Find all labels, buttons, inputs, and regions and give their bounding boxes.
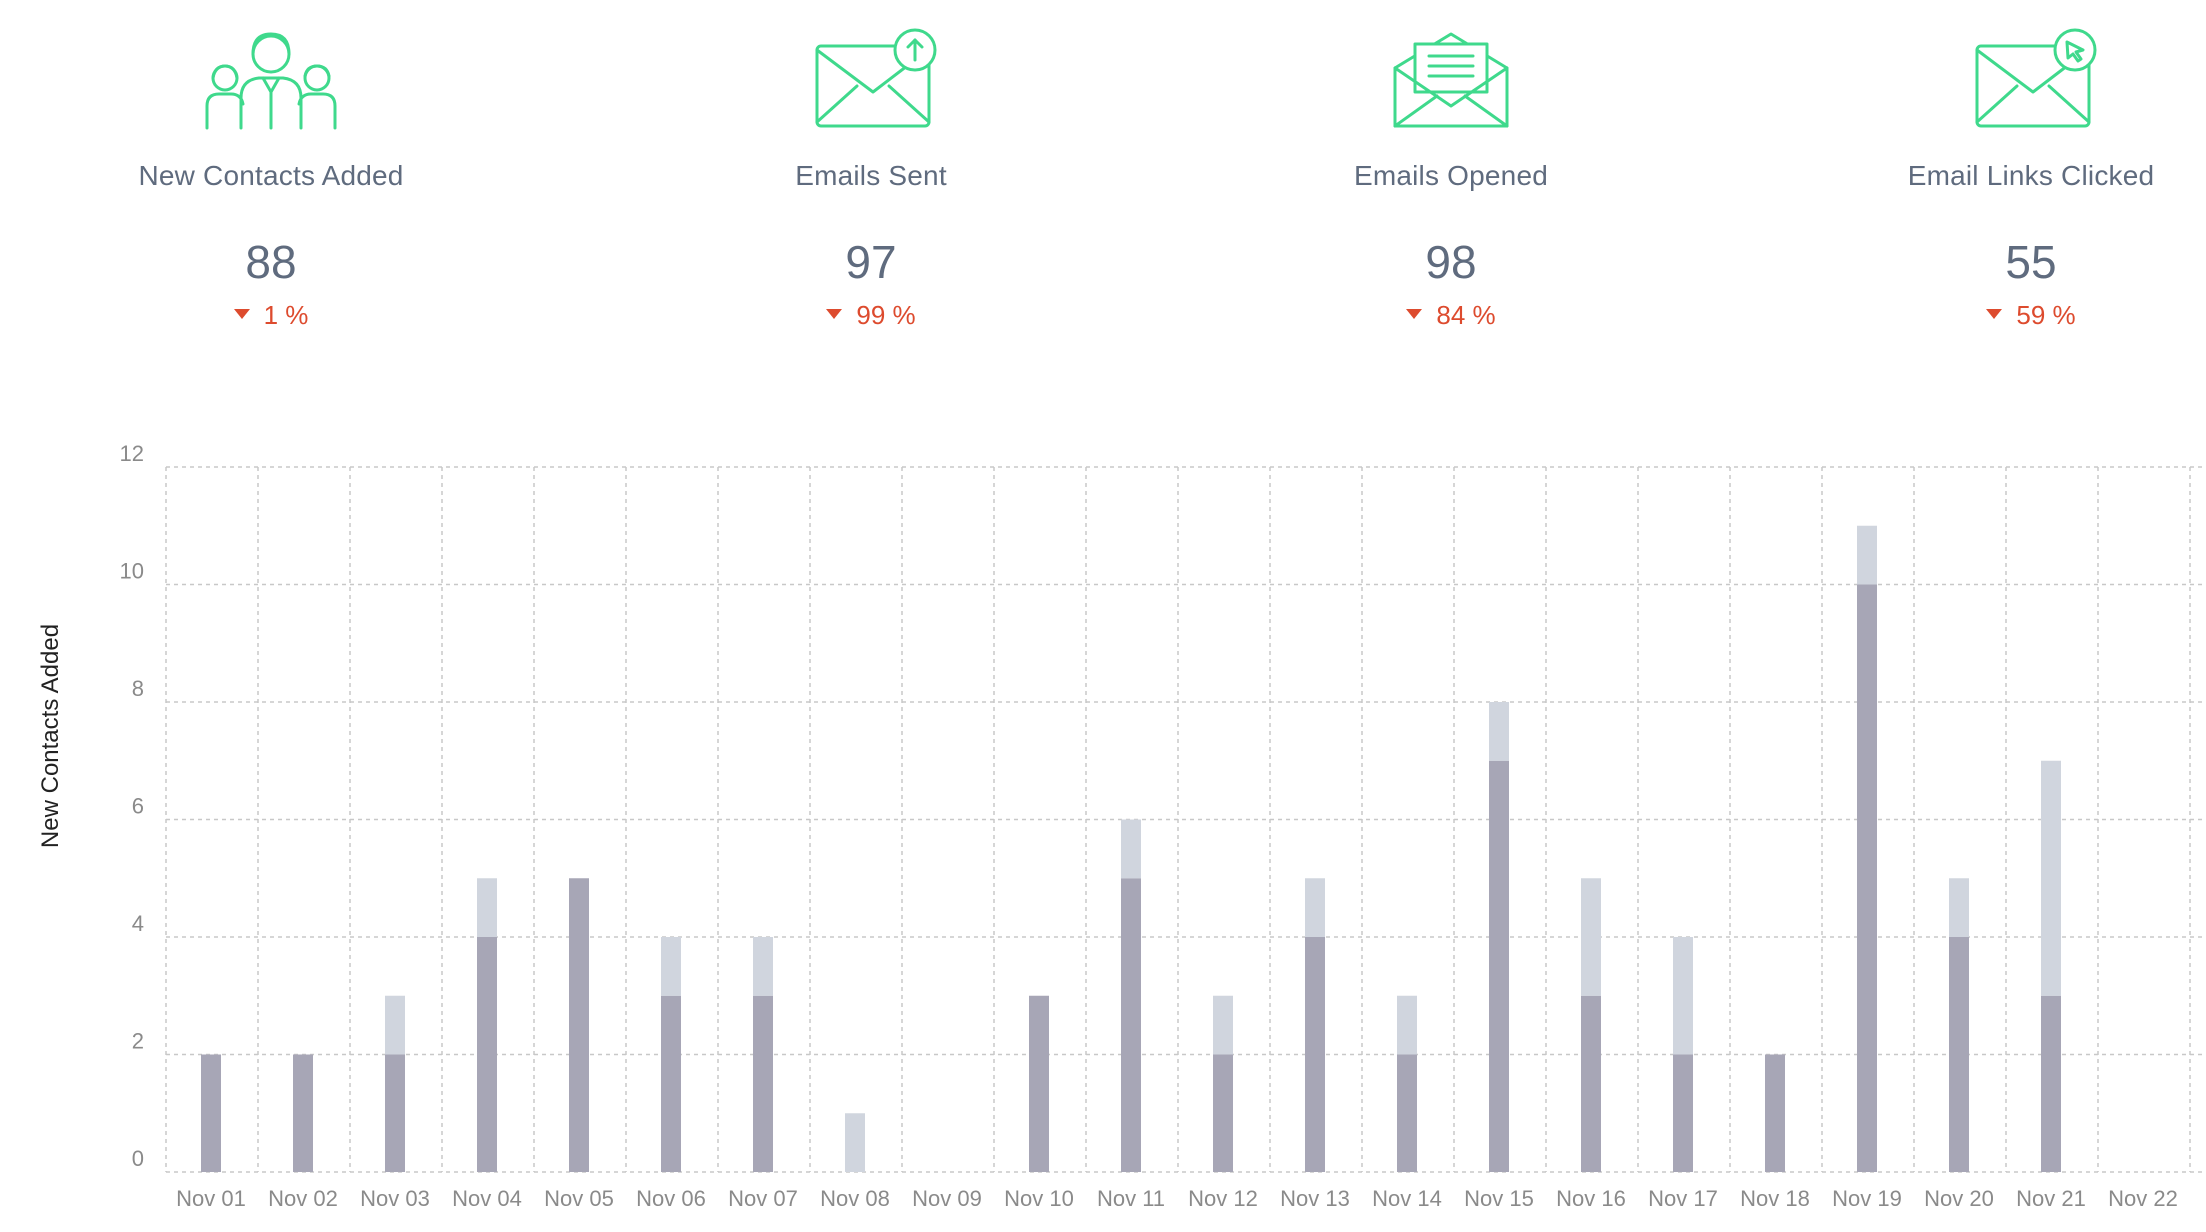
users-group-icon <box>201 26 341 130</box>
bar-segment-1[interactable] <box>1305 937 1325 1172</box>
x-tick-label: Nov 22 <box>2108 1186 2178 1211</box>
x-tick-label: Nov 10 <box>1004 1186 1074 1211</box>
stat-email-links-clicked[interactable]: Email Links Clicked 55 59 % <box>1821 0 2206 360</box>
x-tick-label: Nov 14 <box>1372 1186 1442 1211</box>
bar-segment-2[interactable] <box>1305 878 1325 937</box>
x-tick-label: Nov 12 <box>1188 1186 1258 1211</box>
stat-delta: 1 % <box>61 300 481 331</box>
stat-delta-text: 1 % <box>263 300 309 330</box>
stat-delta-text: 59 % <box>2016 300 2076 330</box>
bar-segment-1[interactable] <box>477 937 497 1172</box>
x-tick-label: Nov 07 <box>728 1186 798 1211</box>
x-tick-label: Nov 17 <box>1648 1186 1718 1211</box>
x-tick-label: Nov 09 <box>912 1186 982 1211</box>
stat-label: Email Links Clicked <box>1907 160 2155 191</box>
x-tick-label: Nov 15 <box>1464 1186 1534 1211</box>
bar-segment-2[interactable] <box>2041 760 2061 996</box>
bar-segment-2[interactable] <box>1857 525 1877 585</box>
stat-value: 55 <box>2005 236 2057 288</box>
bar-segment-1[interactable] <box>1213 1054 1233 1173</box>
down-arrow-icon <box>826 309 843 320</box>
down-arrow-icon <box>233 309 250 320</box>
x-tick-label: Nov 05 <box>544 1186 614 1211</box>
bar-segment-2[interactable] <box>1673 937 1693 1055</box>
x-axis-ticks: Nov 01 Nov 02 Nov 03 Nov 04 Nov 05 Nov 06 Nov … <box>176 1186 2178 1211</box>
bar-segment-1[interactable] <box>293 1054 313 1173</box>
stat-emails-sent[interactable]: Emails Sent 97 99 % <box>661 0 1081 360</box>
bar-segment-2[interactable] <box>1397 995 1417 1055</box>
stat-label: New Contacts Added <box>138 160 404 191</box>
stat-delta-text: 99 % <box>856 300 916 330</box>
y-tick-label: 2 <box>132 1029 144 1054</box>
bar-segment-1[interactable] <box>1673 1054 1693 1173</box>
email-link-clicked-icon <box>1961 26 2101 130</box>
stat-label: Emails Sent <box>795 160 947 191</box>
x-tick-label: Nov 01 <box>176 1186 246 1211</box>
bar-segment-1[interactable] <box>661 995 681 1172</box>
new-contacts-bar-chart: 0 2 4 6 8 10 12 Nov 01 Nov 02 Nov 03 Nov 04 Nov 05… <box>37 441 2206 1211</box>
bar-segment-2[interactable] <box>753 937 773 996</box>
y-axis-ticks: 0 2 4 6 8 10 12 <box>120 441 144 1171</box>
email-opened-icon <box>1381 26 1521 130</box>
bar-segment-1[interactable] <box>385 1054 405 1173</box>
bar-segment-2[interactable] <box>1121 819 1141 879</box>
down-arrow-icon <box>1406 309 1423 320</box>
bar-segment-2[interactable] <box>477 878 497 937</box>
chart-bars <box>201 525 2061 1173</box>
email-sent-icon <box>801 26 941 130</box>
y-tick-label: 6 <box>132 794 144 819</box>
bar-segment-1[interactable] <box>1489 760 1509 1172</box>
y-tick-label: 4 <box>132 911 144 936</box>
stats-row: New Contacts Added 88 1 % Emails Sent 97… <box>0 0 2206 360</box>
stat-delta: 99 % <box>661 300 1081 331</box>
bar-segment-2[interactable] <box>661 937 681 996</box>
bar-segment-2[interactable] <box>1489 702 1509 761</box>
x-tick-label: Nov 18 <box>1740 1186 1810 1211</box>
stat-emails-opened[interactable]: Emails Opened 98 84 % <box>1241 0 1661 360</box>
x-tick-label: Nov 04 <box>452 1186 522 1211</box>
bar-segment-1[interactable] <box>1397 1054 1417 1173</box>
y-tick-label: 0 <box>132 1146 144 1171</box>
stat-delta: 59 % <box>1821 300 2206 331</box>
bar-segment-2[interactable] <box>385 995 405 1055</box>
y-tick-label: 10 <box>120 559 144 584</box>
bar-segment-1[interactable] <box>201 1054 221 1173</box>
x-tick-label: Nov 20 <box>1924 1186 1994 1211</box>
stat-delta-text: 84 % <box>1436 300 1496 330</box>
bar-segment-1[interactable] <box>1949 937 1969 1172</box>
bar-segment-2[interactable] <box>845 1113 865 1172</box>
bar-segment-2[interactable] <box>1213 995 1233 1055</box>
x-tick-label: Nov 02 <box>268 1186 338 1211</box>
x-tick-label: Nov 03 <box>360 1186 430 1211</box>
chart-grid <box>165 466 2206 1173</box>
y-tick-label: 12 <box>120 441 144 466</box>
stat-new-contacts[interactable]: New Contacts Added 88 1 % <box>61 0 481 360</box>
x-tick-label: Nov 11 <box>1097 1186 1165 1211</box>
x-tick-label: Nov 19 <box>1832 1186 1902 1211</box>
y-axis-label: New Contacts Added <box>37 624 64 848</box>
bar-segment-1[interactable] <box>1029 995 1049 1172</box>
bar-segment-1[interactable] <box>569 878 589 1172</box>
stat-value: 97 <box>845 236 897 288</box>
x-tick-label: Nov 21 <box>2016 1186 2086 1211</box>
bar-segment-2[interactable] <box>1581 878 1601 996</box>
x-tick-label: Nov 08 <box>820 1186 890 1211</box>
x-tick-label: Nov 06 <box>636 1186 706 1211</box>
bar-segment-1[interactable] <box>2041 995 2061 1172</box>
x-tick-label: Nov 13 <box>1280 1186 1350 1211</box>
stat-value: 98 <box>1425 236 1477 288</box>
stat-delta: 84 % <box>1241 300 1661 331</box>
x-tick-label: Nov 16 <box>1556 1186 1626 1211</box>
stat-label: Emails Opened <box>1353 160 1549 191</box>
bar-segment-1[interactable] <box>753 995 773 1172</box>
bar-segment-2[interactable] <box>1949 878 1969 937</box>
stat-value: 88 <box>245 236 297 288</box>
down-arrow-icon <box>1986 309 2003 320</box>
bar-segment-1[interactable] <box>1121 878 1141 1172</box>
bar-segment-1[interactable] <box>1581 995 1601 1172</box>
y-tick-label: 8 <box>132 676 144 701</box>
bar-segment-1[interactable] <box>1857 584 1877 1173</box>
bar-segment-1[interactable] <box>1765 1054 1785 1173</box>
